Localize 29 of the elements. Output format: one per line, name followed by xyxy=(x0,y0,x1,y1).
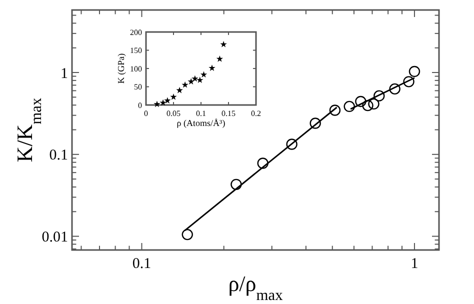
point xyxy=(164,97,171,104)
point xyxy=(170,93,177,100)
point xyxy=(176,86,183,94)
point xyxy=(192,75,198,82)
point xyxy=(208,64,216,71)
y-tick-label: 0.1 xyxy=(49,148,68,164)
y-tick-label: 100 xyxy=(130,64,142,74)
y-tick-label: 0.01 xyxy=(42,230,68,246)
point xyxy=(154,100,160,108)
y-tick-label: 50 xyxy=(134,82,142,92)
point xyxy=(188,78,194,84)
x-tick-label: 0 xyxy=(144,109,148,118)
x-axis-title: ρ/ρ$_{max}$ xyxy=(228,271,284,304)
y-tick-label: 0 xyxy=(138,100,142,110)
x-tick-label: 0.15 xyxy=(222,109,236,118)
point xyxy=(196,76,204,84)
point xyxy=(160,99,166,106)
y-tick-label: 200 xyxy=(130,28,142,37)
point xyxy=(200,71,208,78)
x-tick-label: 0.1 xyxy=(196,109,206,118)
x-tick-label: 0.2 xyxy=(251,109,261,118)
point xyxy=(220,40,227,48)
x-tick-label: 0.05 xyxy=(166,109,180,118)
y-axis-title: K (GPa) xyxy=(116,53,126,84)
y-tick-label: 150 xyxy=(130,46,142,56)
point xyxy=(216,55,224,62)
x-axis-title: ρ (Atoms/Å³) xyxy=(176,118,226,128)
point xyxy=(182,81,188,88)
y-tick-label: 1 xyxy=(60,66,68,82)
